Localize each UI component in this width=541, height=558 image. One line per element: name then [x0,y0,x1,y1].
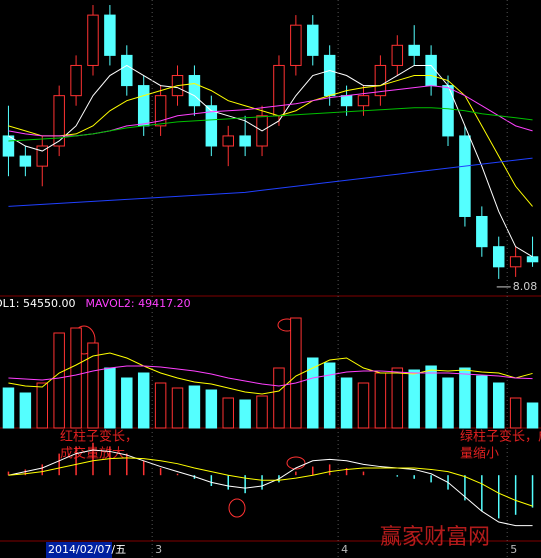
ma-line [8,457,533,507]
candle-body [87,14,99,66]
x-tick-label: 3 [155,543,162,556]
x-tick-label: 4 [341,543,348,556]
volume-bar [492,382,505,429]
legend-text: MAVOL2: 49417.20 [85,297,190,310]
candle-body [154,95,167,127]
ma-line [8,449,533,527]
volume-bar [509,397,522,429]
candle-body [2,135,15,157]
volume-bar [87,342,99,429]
volume-bar [391,367,404,429]
candle-body [70,64,82,97]
volume-bar [526,402,539,429]
candle-body [526,256,539,263]
highlight-circle [286,456,306,470]
candle-body [509,256,522,268]
watermark: 赢家财富网 [380,525,490,550]
candle-body [53,95,65,147]
candle-body [273,64,285,117]
ma-line [8,352,533,395]
volume-bar [53,332,65,429]
ma-line [8,157,533,207]
volume-bar [374,372,387,429]
ma-line [8,365,533,387]
candle-body [340,95,353,107]
volume-bar [222,397,234,429]
volume-bar [323,362,336,429]
volume-bar [357,382,370,429]
candle-body [121,54,133,87]
ma-line [8,75,533,207]
annotation: 绿柱子变长，成交 [460,429,541,445]
candle-body [239,135,251,147]
annotation: 量缩小 [460,446,499,462]
volume-bar [273,367,285,429]
volume-bar [425,365,437,429]
volume-bar [442,377,454,429]
candle-body [323,54,336,97]
volume-bar [408,369,420,429]
volume-bar [2,387,15,429]
cursor-label: 2014/02/07/五 [48,543,126,556]
volume-bar [70,327,82,429]
cursor-label-bg [46,542,112,558]
highlight-circle [228,498,246,518]
volume-bar [36,382,49,429]
candle-body [408,44,420,56]
candle-body [307,24,319,56]
candle-body [492,246,505,268]
volume-bar [239,399,251,429]
candle-body [19,155,32,167]
volume-bar [307,357,319,429]
candle-body [36,145,49,167]
candle-body [188,75,201,107]
volume-bar [154,382,167,429]
candle-body [104,14,116,56]
legend-text: OL1: 54550.00 [0,297,75,310]
low-label: 8.08 [513,280,538,293]
volume-bar [256,395,268,429]
candle-body [137,85,150,127]
volume-bar [188,385,201,429]
candle-body [205,105,218,147]
volume-bar [340,377,353,429]
volume-bar [137,372,150,429]
candle-body [476,215,488,248]
candle-body [391,44,404,66]
volume-bar [121,377,133,429]
ma-line [8,64,533,258]
ma-line [8,107,533,142]
x-tick-label: 5 [510,543,517,556]
candle-body [357,95,370,107]
candle-body [222,135,234,147]
candle-body [290,24,302,66]
candle-body [459,135,471,217]
volume-bar [205,389,218,429]
volume-bar [171,387,184,429]
volume-bar [104,367,116,429]
volume-bar [19,392,32,429]
annotation: 红柱子变长， [60,429,138,445]
volume-bar [290,317,302,429]
candle-body [374,64,387,97]
volume-bar [476,375,488,429]
volume-bar [459,367,471,429]
